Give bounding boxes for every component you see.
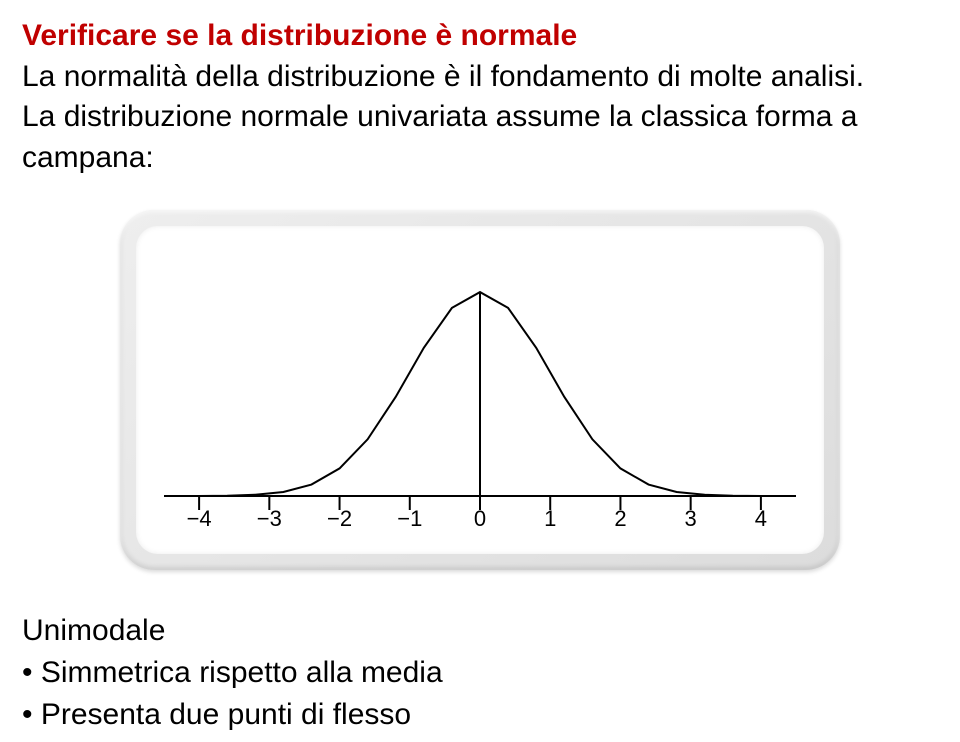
bell-curve-svg: −4 −3 −2 −1 0 1 2 3 4 [136,226,824,554]
svg-text:−1: −1 [397,506,422,531]
slide-title: Verificare se la distribuzione è normale [22,16,938,57]
bullet-list: Unimodale Simmetrica rispetto alla media… [22,610,938,736]
slide-page: Verificare se la distribuzione è normale… [0,0,960,742]
bullet-simmetrica: Simmetrica rispetto alla media [22,652,938,694]
paragraph-line-1: La normalità della distribuzione è il fo… [22,57,938,98]
bullet-flesso: Presenta due punti di flesso [22,694,938,736]
chart-plot-area: −4 −3 −2 −1 0 1 2 3 4 [136,226,824,554]
svg-text:−4: −4 [187,506,212,531]
chart-frame: −4 −3 −2 −1 0 1 2 3 4 [120,210,840,570]
svg-text:−2: −2 [327,506,352,531]
svg-text:3: 3 [685,506,697,531]
paragraph-line-2: La distribuzione normale univariata assu… [22,97,938,178]
svg-text:−3: −3 [257,506,282,531]
svg-text:4: 4 [755,506,767,531]
svg-text:1: 1 [544,506,556,531]
bullet-unimodale: Unimodale [22,610,938,652]
svg-text:0: 0 [474,506,486,531]
bell-curve-chart: −4 −3 −2 −1 0 1 2 3 4 [120,210,840,570]
svg-text:2: 2 [614,506,626,531]
